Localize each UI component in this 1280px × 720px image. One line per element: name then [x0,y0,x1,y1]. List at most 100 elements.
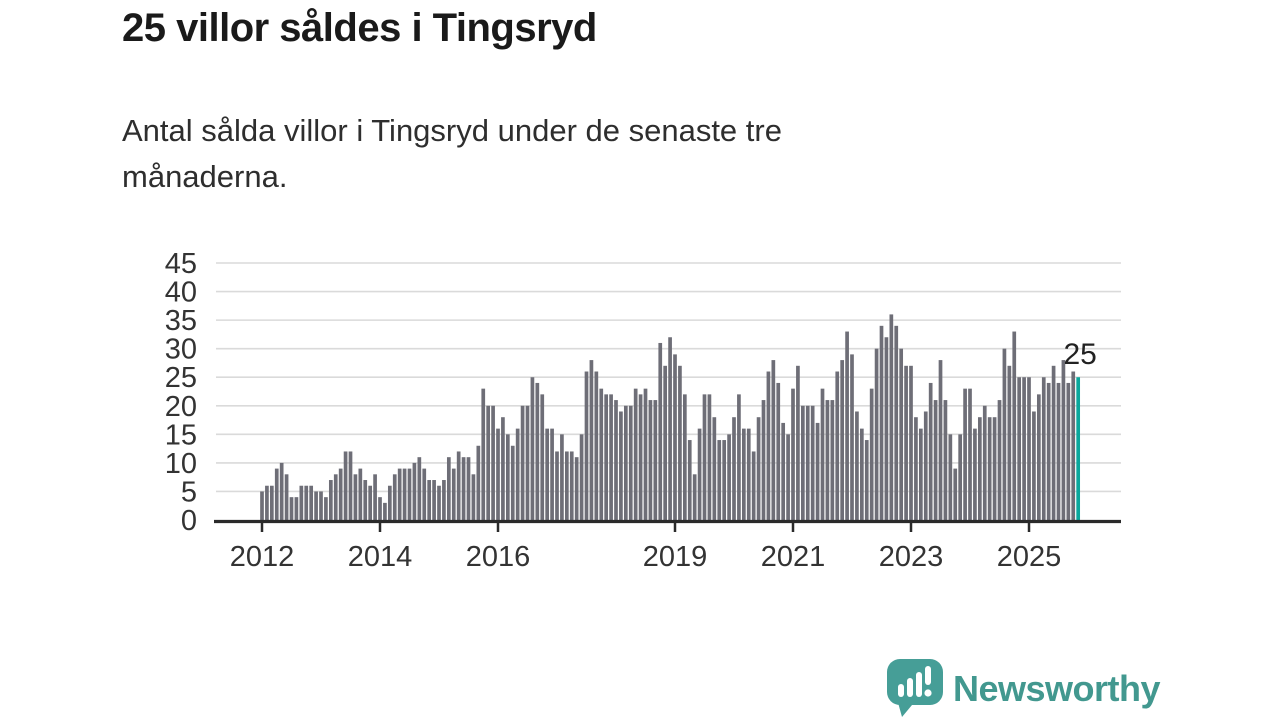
bar [343,451,348,520]
bar [948,434,953,520]
bar [279,462,284,520]
bar [825,400,830,520]
logo-mini-bar-2 [906,678,913,697]
bar [859,428,864,520]
bar [1007,365,1012,520]
x-axis-tick-label: 2014 [348,541,413,573]
bar [766,371,771,520]
bar [1027,377,1031,520]
newsworthy-logo-text: Newsworthy [952,668,1161,709]
bar [476,445,481,520]
bar [358,468,363,520]
bar [569,451,574,520]
bar [909,365,913,520]
bar [501,417,505,520]
bar [923,411,928,520]
bar [805,405,810,520]
bar [673,354,677,520]
bar [456,451,461,520]
bar [835,371,840,520]
bar [417,457,422,520]
bar [1017,377,1022,520]
bar [702,394,707,520]
bar [663,365,668,520]
bar [584,371,589,520]
bar [741,428,746,520]
bar [722,440,727,520]
bar [678,365,682,520]
bar [938,360,943,520]
bar [643,388,648,520]
x-axis-tick-label: 2023 [879,541,944,573]
bar [1071,371,1076,520]
bar [1002,348,1007,520]
bar [717,440,722,520]
bar [781,422,786,520]
bar [914,417,918,520]
bar [599,388,604,520]
bar [746,428,751,520]
bar [928,382,933,520]
bar [963,388,967,520]
bar [604,394,609,520]
bar [815,422,820,520]
bar [687,440,692,520]
bar [614,400,618,520]
bar [515,428,520,520]
bar [466,457,471,520]
bar [800,405,805,520]
bar [412,462,417,520]
bar [997,400,1002,520]
bar [845,331,849,520]
bar [761,400,766,520]
bar [294,497,299,520]
y-axis-tick-label: 0 [181,505,197,537]
y-axis-tick-label: 25 [165,362,197,394]
bar [899,348,904,520]
bar [918,428,923,520]
bar [594,371,599,520]
bar [1051,365,1056,520]
logo-exclamation-bar [924,666,931,685]
bar [505,434,510,520]
bar [791,388,795,520]
bar [442,480,446,520]
bar [397,468,402,520]
bar [830,400,835,520]
bar [392,474,397,520]
y-axis-tick-label: 40 [165,277,197,309]
bar [697,428,702,520]
bar [545,428,550,520]
logo-exclamation-dot [924,689,932,697]
bar [958,434,963,520]
bar [427,480,432,520]
bar [407,468,412,520]
bar [668,337,672,520]
bar [422,468,427,520]
bar [564,451,569,520]
bar [1012,331,1017,520]
bar [820,388,825,520]
bar [796,365,800,520]
x-axis-tick-label: 2012 [230,541,295,573]
bar [855,411,859,520]
bar [737,394,741,520]
bar [574,457,579,520]
bar [481,388,486,520]
bar [383,502,387,520]
bar [943,400,948,520]
x-axis-tick-label: 2025 [997,541,1062,573]
bar [510,445,515,520]
x-axis-tick-label: 2016 [466,541,531,573]
bar [260,491,264,520]
bar [638,394,643,520]
bar [471,474,476,520]
bar [274,468,279,520]
newsworthy-logo-icon [886,659,943,717]
bar [682,394,687,520]
bar [889,314,894,520]
bar [437,485,441,520]
bar [579,434,584,520]
bar [1056,382,1061,520]
